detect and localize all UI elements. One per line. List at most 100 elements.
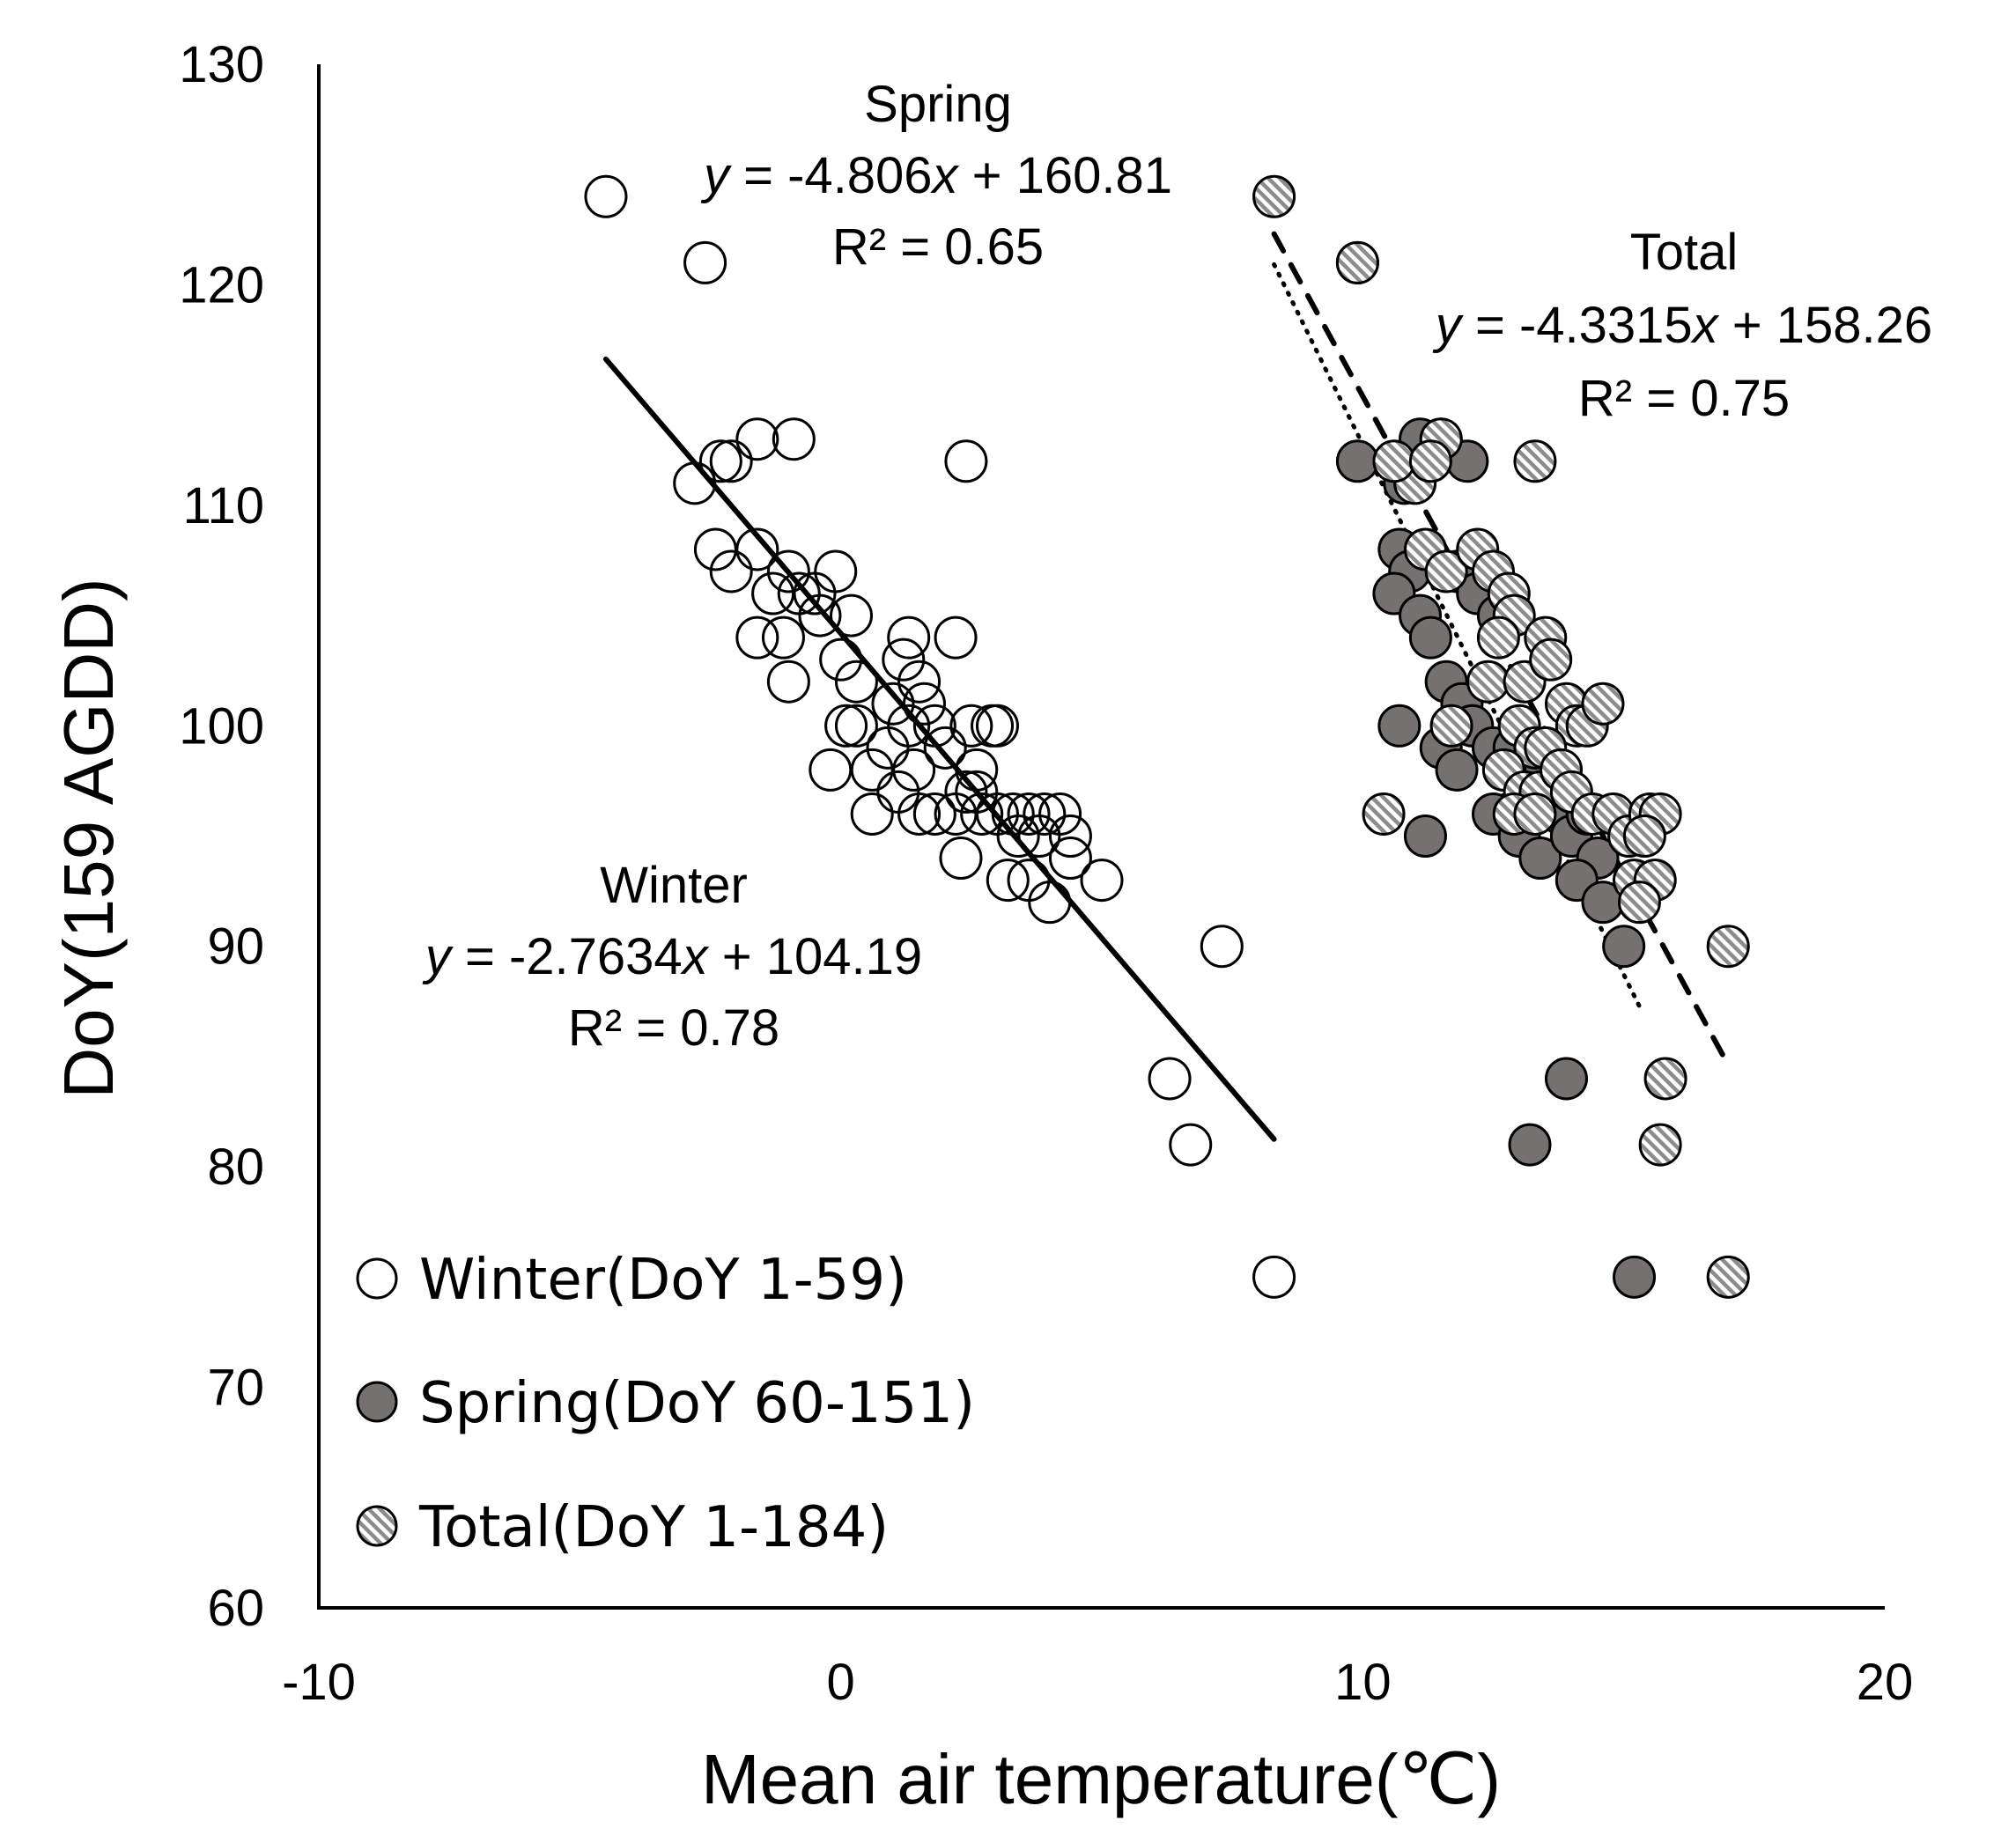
winter-data-point bbox=[834, 704, 878, 748]
data-points bbox=[584, 174, 1750, 1299]
spring-data-point bbox=[1403, 814, 1447, 858]
legend-item-total: Total(DoY 1-184) bbox=[356, 1495, 889, 1560]
winter-data-point bbox=[772, 417, 816, 461]
total-data-point bbox=[1529, 638, 1573, 682]
total-data-point bbox=[1252, 174, 1296, 218]
legend-item-spring: Spring(DoY 60-151) bbox=[356, 1371, 975, 1436]
winter-data-point bbox=[766, 549, 810, 593]
spring-annotation-equation: y = -4.806x + 160.81 bbox=[700, 147, 1172, 204]
winter-data-point bbox=[1048, 814, 1092, 858]
total-data-point bbox=[1513, 792, 1557, 836]
winter-data-point bbox=[735, 615, 779, 660]
series-winter bbox=[584, 174, 1296, 1299]
spring-data-point bbox=[1518, 837, 1562, 881]
legend-marker-winter bbox=[356, 1257, 398, 1300]
winter-data-point bbox=[892, 748, 936, 792]
total-data-point bbox=[1362, 792, 1406, 836]
winter-data-point bbox=[882, 638, 926, 682]
winter-data-point bbox=[1017, 814, 1061, 858]
total-data-point bbox=[1622, 814, 1666, 858]
spring-data-point bbox=[1335, 439, 1379, 483]
winter-data-point bbox=[809, 748, 853, 792]
x-tick-label: 10 bbox=[1334, 1654, 1392, 1711]
winter-data-point bbox=[949, 704, 993, 748]
winter-data-point bbox=[912, 704, 956, 748]
winter-data-point bbox=[1148, 1057, 1192, 1101]
winter-annotation-r2: R² = 0.78 bbox=[568, 999, 779, 1057]
winter-data-point bbox=[975, 704, 1019, 748]
total-data-point bbox=[1424, 549, 1468, 593]
y-tick-label: 80 bbox=[207, 1139, 264, 1196]
winter-data-point bbox=[934, 615, 978, 660]
legend-item-winter: Winter(DoY 1-59) bbox=[356, 1248, 907, 1313]
winter-data-point bbox=[986, 859, 1030, 903]
winter-data-point bbox=[673, 461, 717, 505]
y-tick-label: 60 bbox=[207, 1580, 264, 1637]
winter-data-point bbox=[830, 593, 874, 638]
legend-marker-spring bbox=[356, 1381, 398, 1423]
tick-labels: 60 70 80 90 100 110 120 130 -10 0 10 20 bbox=[179, 36, 1913, 1711]
winter-data-point bbox=[1007, 792, 1051, 836]
winter-data-point bbox=[1048, 837, 1092, 881]
y-tick-label: 90 bbox=[207, 918, 264, 976]
winter-data-point bbox=[1080, 859, 1124, 903]
total-data-point bbox=[1466, 660, 1510, 704]
winter-annotation-equation: y = -2.7634x + 104.19 bbox=[422, 928, 922, 985]
winter-data-point bbox=[834, 660, 878, 704]
winter-data-point bbox=[709, 439, 753, 483]
legend-marker-total bbox=[356, 1505, 398, 1547]
spring-data-point bbox=[1602, 925, 1646, 969]
total-annotation-r2: R² = 0.75 bbox=[1578, 370, 1790, 427]
total-annotation-title: Total bbox=[1630, 224, 1739, 281]
winter-data-point bbox=[819, 638, 863, 682]
winter-data-point bbox=[996, 814, 1040, 858]
x-tick-label: 0 bbox=[827, 1654, 855, 1711]
total-data-point bbox=[1476, 615, 1520, 660]
trendline-winter bbox=[602, 356, 1277, 1142]
winter-data-point bbox=[814, 549, 858, 593]
winter-data-point bbox=[1200, 925, 1244, 969]
spring-equation-annotation: Spring y = -4.806x + 160.81 R² = 0.65 bbox=[700, 76, 1172, 276]
winter-data-point bbox=[960, 792, 1004, 836]
total-data-point bbox=[1513, 439, 1557, 483]
y-axis-title: DoY(159 AGDD) bbox=[49, 578, 128, 1098]
winter-data-point bbox=[944, 770, 988, 814]
winter-data-point bbox=[991, 792, 1035, 836]
y-tick-label: 130 bbox=[179, 36, 264, 93]
total-data-point bbox=[1581, 682, 1625, 726]
winter-data-point bbox=[584, 174, 628, 218]
total-data-point bbox=[1429, 704, 1473, 748]
winter-data-point bbox=[735, 527, 779, 571]
winter-data-point bbox=[887, 615, 931, 660]
winter-equation-annotation: Winter y = -2.7634x + 104.19 R² = 0.78 bbox=[422, 857, 922, 1057]
winter-data-point bbox=[1023, 792, 1067, 836]
y-tick-label: 100 bbox=[179, 697, 264, 755]
winter-data-point bbox=[955, 748, 999, 792]
legend-label-total: Total(DoY 1-184) bbox=[418, 1495, 889, 1560]
winter-data-point bbox=[887, 704, 931, 748]
total-data-point bbox=[1643, 1057, 1687, 1101]
x-tick-label: 20 bbox=[1857, 1654, 1914, 1711]
y-tick-label: 110 bbox=[183, 477, 264, 534]
legend-label-winter: Winter(DoY 1-59) bbox=[419, 1248, 907, 1313]
y-tick-label: 120 bbox=[179, 256, 264, 313]
winter-data-point bbox=[1169, 1123, 1213, 1167]
winter-data-point bbox=[939, 837, 983, 881]
total-data-point bbox=[1372, 439, 1416, 483]
spring-annotation-title: Spring bbox=[864, 76, 1012, 133]
winter-data-point bbox=[709, 549, 753, 593]
total-data-point bbox=[1706, 1255, 1750, 1299]
total-data-point bbox=[1408, 439, 1452, 483]
axes bbox=[317, 64, 1885, 1610]
spring-data-point bbox=[1435, 748, 1479, 792]
legend: Winter(DoY 1-59) Spring(DoY 60-151) Tota… bbox=[356, 1248, 975, 1560]
x-tick-label: -10 bbox=[282, 1654, 356, 1711]
y-tick-label: 70 bbox=[207, 1360, 264, 1417]
spring-annotation-r2: R² = 0.65 bbox=[832, 218, 1044, 276]
spring-data-point bbox=[1544, 1057, 1588, 1101]
series-total bbox=[1252, 174, 1750, 1299]
winter-data-point bbox=[871, 682, 915, 726]
total-data-point bbox=[1706, 925, 1750, 969]
winter-data-point bbox=[698, 439, 742, 483]
